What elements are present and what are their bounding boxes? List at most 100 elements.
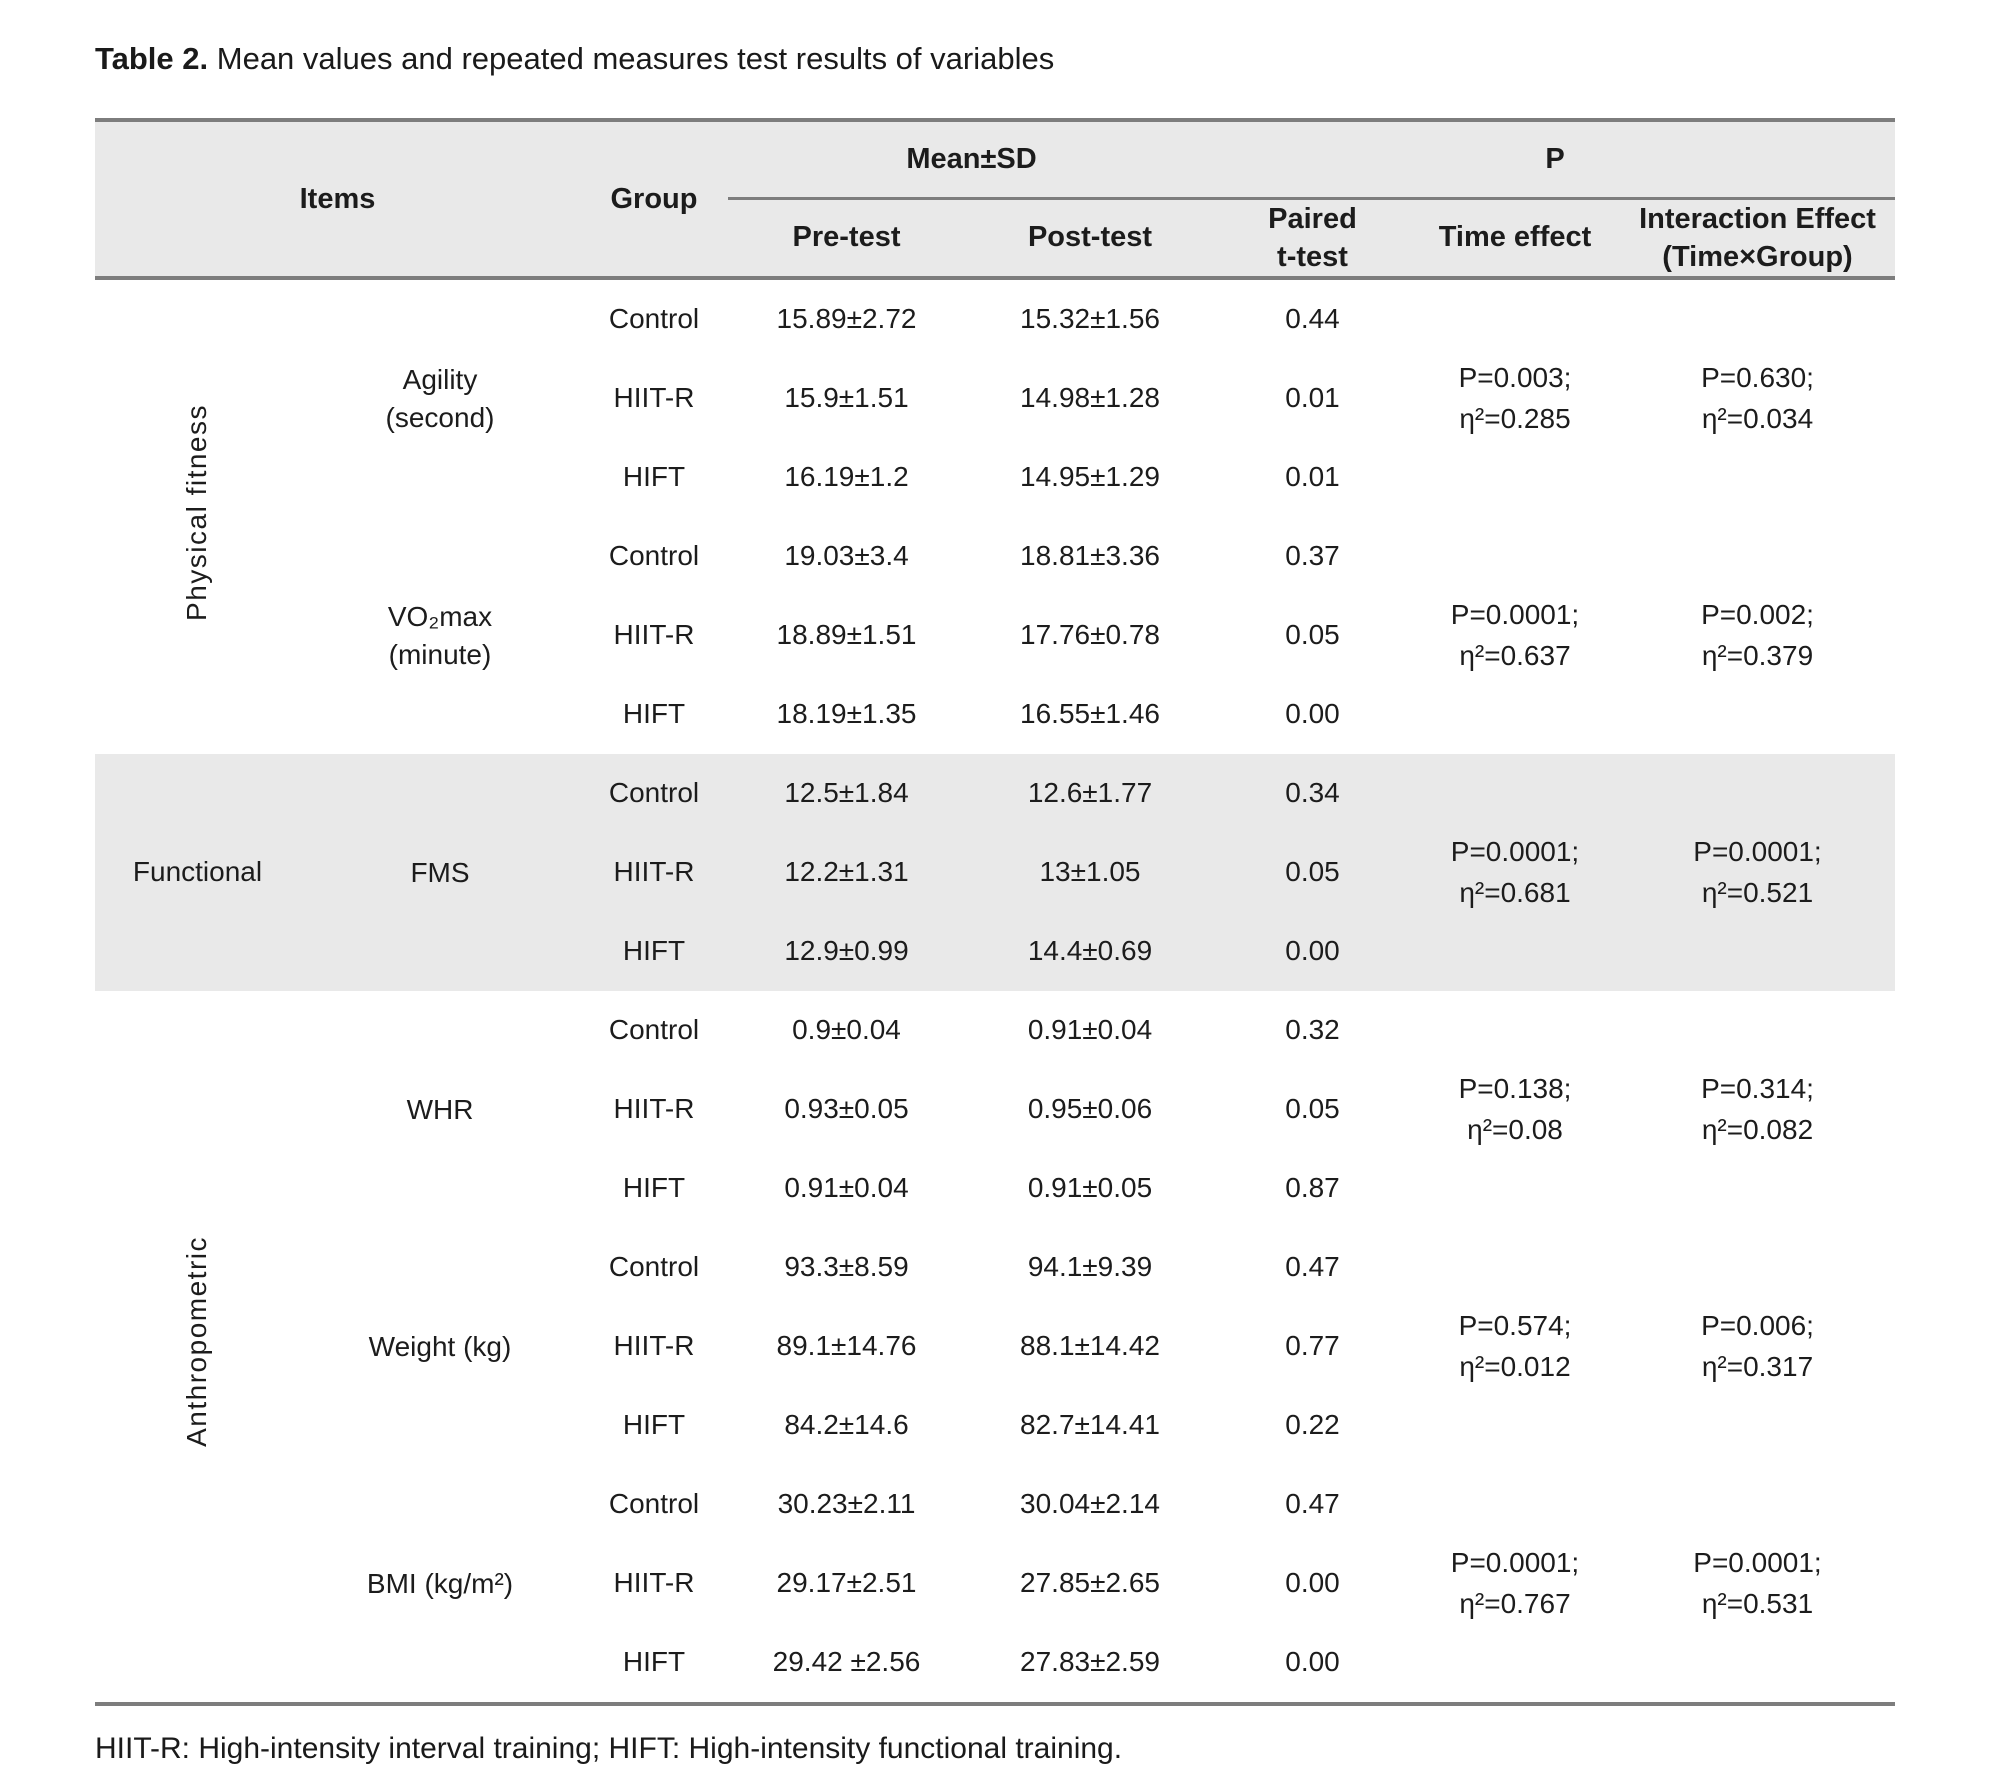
category-cell-physical-fitness: Physical fitness bbox=[95, 278, 300, 754]
post-test-value: 82.7±14.41 bbox=[1020, 1409, 1160, 1441]
table-row: HIIT-R 89.1±14.76 88.1±14.42 0.77 bbox=[95, 1307, 1895, 1386]
time-effect-cell: P=0.0001; η²=0.637 bbox=[1450, 598, 1580, 671]
table-row: HIFT 0.91±0.04 0.91±0.05 0.87 bbox=[95, 1149, 1895, 1228]
interaction-effect-cell: P=0.0001; η²=0.531 bbox=[1693, 1546, 1822, 1619]
pre-test-value: 19.03±3.4 bbox=[784, 540, 909, 572]
pre-test-value: 29.42 ±2.56 bbox=[772, 1646, 921, 1678]
interaction-effect-cell: P=0.006; η²=0.317 bbox=[1701, 1309, 1814, 1382]
paired-t-test-value: 0.01 bbox=[1285, 461, 1340, 493]
post-test-value: 16.55±1.46 bbox=[1020, 698, 1160, 730]
table-row: Functional FMS Control 12.5±1.84 12.6±1.… bbox=[95, 754, 1895, 992]
item-cell-weight: Weight (kg) bbox=[368, 1330, 512, 1362]
table-caption-text: Mean values and repeated measures test r… bbox=[208, 41, 1055, 76]
group-cell: HIFT bbox=[622, 1172, 686, 1204]
post-test-value: 27.83±2.59 bbox=[1020, 1646, 1160, 1678]
post-test-value: 14.95±1.29 bbox=[1020, 461, 1160, 493]
table-row: HIFT 84.2±14.6 82.7±14.41 0.22 bbox=[95, 1386, 1895, 1465]
pre-test-value: 29.17±2.51 bbox=[776, 1567, 917, 1599]
interaction-effect-cell: P=0.002; η²=0.379 bbox=[1701, 598, 1814, 671]
post-test-value: 15.32±1.56 bbox=[1020, 303, 1160, 335]
post-test-value: 27.85±2.65 bbox=[1020, 1567, 1160, 1599]
post-test-value: 13±1.05 bbox=[965, 833, 1215, 913]
table-row: Physical fitness Agility (second) Contro… bbox=[95, 278, 1895, 620]
category-cell-functional: Functional bbox=[95, 754, 300, 992]
group-cell: HIFT bbox=[622, 1646, 686, 1678]
group-cell: Control bbox=[608, 1014, 700, 1046]
table-row: HIFT 29.42 ±2.56 27.83±2.59 0.00 bbox=[95, 1623, 1895, 1704]
paired-t-test-value: 0.00 bbox=[1285, 698, 1340, 730]
pre-test-value: 15.9±1.51 bbox=[784, 382, 909, 414]
table-row: Anthropometric WHR Control 0.9±0.04 0.91… bbox=[95, 991, 1895, 1447]
paired-t-test-value: 0.00 bbox=[1285, 1567, 1340, 1599]
pre-test-value: 84.2±14.6 bbox=[784, 1409, 909, 1441]
paired-t-test-value: 0.37 bbox=[1285, 540, 1340, 572]
pre-test-value: 16.19±1.2 bbox=[784, 461, 909, 493]
paired-t-test-value: 0.05 bbox=[1215, 833, 1410, 913]
post-test-value: 0.95±0.06 bbox=[1027, 1093, 1153, 1125]
time-effect-cell: P=0.574; η²=0.012 bbox=[1458, 1309, 1572, 1382]
paired-t-test-value: 0.01 bbox=[1285, 382, 1340, 414]
table-row: HIFT 16.19±1.2 14.95±1.29 0.01 bbox=[95, 438, 1895, 517]
pre-test-value: 93.3±8.59 bbox=[784, 1251, 909, 1283]
pre-test-value: 89.1±14.76 bbox=[776, 1330, 917, 1362]
paired-t-test-value: 0.77 bbox=[1285, 1330, 1340, 1362]
pre-test-value: 18.89±1.51 bbox=[776, 619, 917, 651]
group-cell: Control bbox=[608, 540, 700, 572]
item-cell-whr: WHR bbox=[406, 1093, 474, 1125]
table-row: HIIT-R 29.17±2.51 27.85±2.65 0.00 bbox=[95, 1544, 1895, 1623]
time-effect-cell: P=0.0001; η²=0.681 bbox=[1410, 754, 1620, 992]
interaction-effect-cell: P=0.630; η²=0.034 bbox=[1701, 361, 1814, 434]
paired-t-test-value: 0.00 bbox=[1285, 1646, 1340, 1678]
group-cell: HIFT bbox=[622, 461, 686, 493]
table-row: HIIT-R 12.2±1.31 13±1.05 0.05 bbox=[95, 833, 1895, 913]
header-paired-t-test: Paired t-test bbox=[1215, 198, 1410, 281]
pre-test-value: 0.9±0.04 bbox=[792, 1014, 901, 1046]
time-effect-cell: P=0.003; η²=0.285 bbox=[1458, 361, 1572, 434]
pre-test-value: 12.5±1.84 bbox=[728, 754, 965, 834]
category-label: Physical fitness bbox=[181, 403, 213, 621]
table-row: HIIT-R 0.93±0.05 0.95±0.06 0.05 bbox=[95, 1070, 1895, 1149]
pre-test-value: 30.23±2.11 bbox=[777, 1488, 916, 1520]
pre-test-value: 0.91±0.04 bbox=[784, 1172, 909, 1204]
table-row: HIFT 18.19±1.35 16.55±1.46 0.00 bbox=[95, 675, 1895, 754]
group-cell: HIIT-R bbox=[613, 1567, 695, 1599]
header-pre-test: Pre-test bbox=[728, 198, 965, 281]
paired-t-test-value: 0.34 bbox=[1215, 754, 1410, 834]
post-test-value: 94.1±9.39 bbox=[1027, 1251, 1153, 1283]
post-test-value: 14.98±1.28 bbox=[1020, 382, 1160, 414]
pre-test-value: 18.19±1.35 bbox=[776, 698, 917, 730]
table-footnote: HIIT-R: High-intensity interval training… bbox=[95, 1732, 1123, 1765]
pre-test-value: 12.9±0.99 bbox=[728, 912, 965, 992]
header-group: Group bbox=[580, 120, 728, 281]
interaction-effect-cell: P=0.314; η²=0.082 bbox=[1701, 1072, 1814, 1145]
table-caption: Table 2. Mean values and repeated measur… bbox=[95, 40, 1054, 77]
group-cell: HIIT-R bbox=[613, 382, 695, 414]
group-cell: HIFT bbox=[580, 912, 728, 992]
paired-t-test-value: 0.00 bbox=[1215, 912, 1410, 992]
group-cell: Control bbox=[608, 1488, 700, 1520]
table-row: HIIT-R 15.9±1.51 14.98±1.28 0.01 bbox=[95, 359, 1895, 438]
category-label: Functional bbox=[132, 856, 263, 888]
results-table: Items Group Mean±SD P Pre-test Post-test… bbox=[95, 118, 1895, 1707]
table-row: HIIT-R 18.89±1.51 17.76±0.78 0.05 bbox=[95, 596, 1895, 675]
paired-t-test-value: 0.05 bbox=[1285, 1093, 1340, 1125]
group-cell: Control bbox=[608, 303, 700, 335]
group-cell: Control bbox=[580, 754, 728, 834]
time-effect-cell: P=0.138; η²=0.08 bbox=[1458, 1072, 1572, 1145]
post-test-value: 0.91±0.04 bbox=[1027, 1014, 1153, 1046]
table-row: Weight (kg) Control 93.3±8.59 94.1±9.39 … bbox=[95, 1228, 1895, 1381]
paired-t-test-value: 0.22 bbox=[1285, 1409, 1340, 1441]
item-cell-agility: Agility (second) bbox=[385, 363, 495, 433]
header-post-test: Post-test bbox=[965, 198, 1215, 281]
post-test-value: 12.6±1.77 bbox=[965, 754, 1215, 834]
paired-t-test-value: 0.47 bbox=[1285, 1251, 1340, 1283]
post-test-value: 88.1±14.42 bbox=[1020, 1330, 1160, 1362]
interaction-effect-cell: P=0.0001; η²=0.521 bbox=[1620, 754, 1895, 992]
group-cell: HIIT-R bbox=[613, 619, 695, 651]
pre-test-value: 15.89±2.72 bbox=[776, 303, 917, 335]
post-test-value: 0.91±0.05 bbox=[1027, 1172, 1153, 1204]
category-cell-anthropometric: Anthropometric bbox=[95, 991, 300, 1704]
post-test-value: 18.81±3.36 bbox=[1020, 540, 1160, 572]
paired-t-test-value: 0.47 bbox=[1285, 1488, 1340, 1520]
table-number: Table 2. bbox=[95, 41, 209, 76]
